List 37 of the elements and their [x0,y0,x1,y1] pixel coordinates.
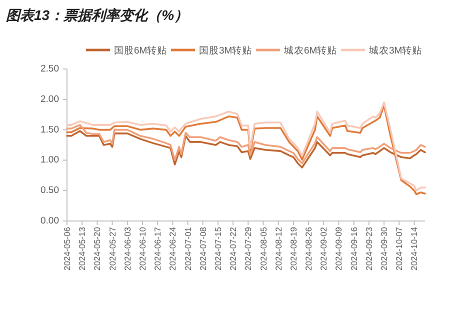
x-tick-label: 2024-07-08 [198,226,208,270]
x-tick-label: 2024-06-10 [137,226,148,270]
y-tick-label: 2.00 [40,94,59,105]
x-tick-label: 2024-08-05 [258,226,268,270]
x-tick-label: 2024-09-09 [334,226,344,270]
x-tick-label: 2024-05-27 [107,226,118,270]
x-tick-label: 2024-09-30 [379,226,390,270]
x-tick-label: 2024-05-13 [77,226,88,270]
x-tick-label: 2024-10-07 [394,226,404,270]
x-tick-label: 2024-06-17 [152,226,163,270]
x-tick-label: 2024-10-14 [409,226,420,270]
chart-title: 图表13：票据利率变化（%） [6,7,188,23]
line-series [66,130,426,168]
x-tick-label: 2024-06-24 [168,226,178,270]
x-tick-label: 2024-07-01 [182,226,193,270]
x-tick-label: 2024-06-03 [122,226,132,270]
x-tick-label: 2024-07-22 [228,226,238,270]
y-tick-label: 0.00 [40,216,59,226]
x-tick-label: 2024-07-29 [243,226,254,270]
y-tick-label: 1.50 [40,124,59,136]
x-tick-label: 2024-07-15 [212,226,223,270]
x-tick-label: 2024-08-26 [304,226,314,270]
x-tick-label: 2024-09-23 [364,226,374,270]
legend-label: 城农6M转贴 [283,44,338,56]
legend-label: 国股3M转贴 [199,44,252,56]
y-tick-label: 1.00 [40,154,59,166]
x-tick-label: 2024-08-19 [288,226,298,270]
y-tick-label: 0.50 [40,185,59,196]
line-series [66,124,426,164]
x-tick-label: 2024-08-12 [273,226,284,270]
legend-label: 城农3M转贴 [368,44,422,56]
x-tick-label: 2024-09-16 [348,226,359,270]
y-tick-label: 2.50 [40,64,59,74]
x-tick-label: 2024-09-02 [318,226,329,270]
x-tick-label: 2024-05-20 [92,226,102,270]
x-tick-label: 2024-05-06 [62,226,72,270]
legend-label: 国股6M转贴 [114,44,168,56]
